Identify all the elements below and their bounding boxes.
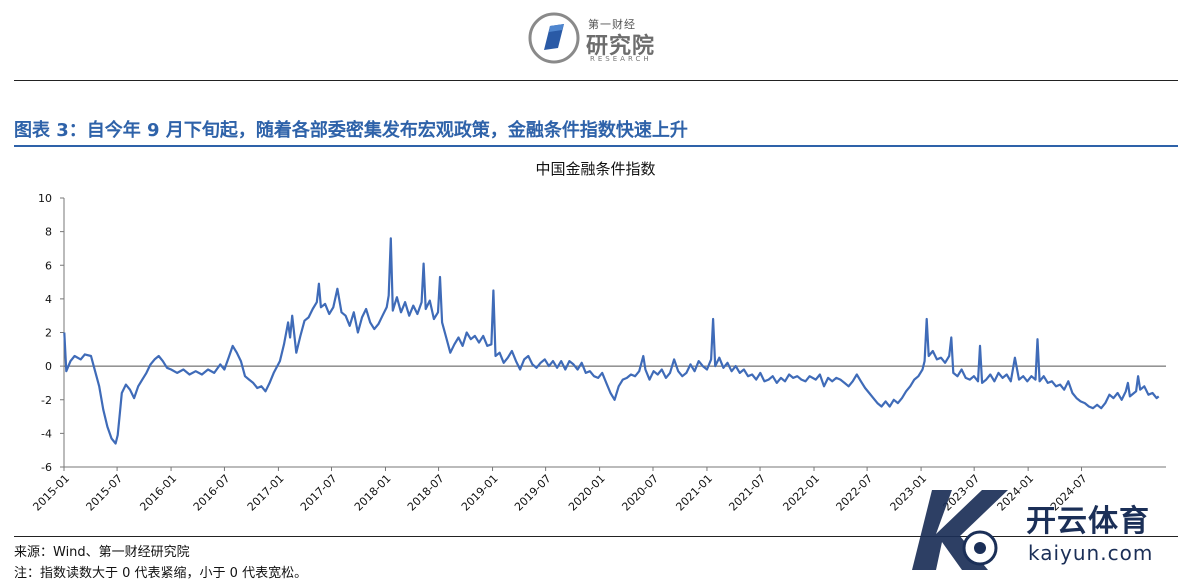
x-tick-label: 2017-07 <box>298 472 340 514</box>
x-tick-label: 2020-07 <box>619 472 661 514</box>
x-tick-label: 2019-07 <box>512 472 554 514</box>
x-tick-label: 2018-07 <box>405 472 447 514</box>
y-axis-ticks: -6 -4 -2 0 2 4 6 8 10 <box>38 192 64 474</box>
x-tick-label: 2015-01 <box>30 472 72 514</box>
header-divider <box>14 80 1178 81</box>
watermark-text: 开云体育 <box>1026 504 1150 539</box>
watermark: 开云体育 kaiyun.com <box>898 478 1188 578</box>
y-tick-label: 4 <box>45 293 52 306</box>
watermark-url: kaiyun.com <box>1028 541 1154 565</box>
explanation-note: 注：指数读数大于 0 代表紧缩，小于 0 代表宽松。 <box>14 566 308 581</box>
x-tick-label: 2016-07 <box>191 472 233 514</box>
x-tick-label: 2019-01 <box>459 472 501 514</box>
y-tick-label: -4 <box>41 427 52 440</box>
x-tick-label: 2017-01 <box>245 472 287 514</box>
chart-title: 中国金融条件指数 <box>535 160 656 178</box>
y-tick-label: 2 <box>45 327 52 340</box>
figure-title: 图表 3：自今年 9 月下旬起，随着各部委密集发布宏观政策，金融条件指数快速上升 <box>14 120 688 141</box>
chart-axes <box>63 198 1166 468</box>
y-tick-label: 0 <box>45 360 52 373</box>
x-tick-label: 2020-01 <box>566 472 608 514</box>
y-tick-label: -2 <box>41 394 52 407</box>
y-tick-label: -6 <box>41 461 52 474</box>
y-tick-label: 8 <box>45 226 52 239</box>
x-tick-label: 2021-07 <box>726 472 768 514</box>
y-tick-label: 6 <box>45 259 52 272</box>
series-group <box>63 237 1160 445</box>
footer-divider <box>14 536 1178 537</box>
watermark-k-logo-icon <box>912 490 1008 570</box>
logo-sub-text: RESEARCH <box>590 55 652 63</box>
x-tick-label: 2021-01 <box>673 472 715 514</box>
line-chart: -6 -4 -2 0 2 4 6 8 10 2015-01 2015-07 2016-01 2016-… <box>30 192 1166 514</box>
x-tick-label: 2018-01 <box>352 472 394 514</box>
x-tick-label: 2022-07 <box>834 472 876 514</box>
header-logo: 第一财经 研究院 RESEARCH <box>528 6 668 68</box>
x-tick-label: 2016-01 <box>137 472 179 514</box>
logo-small-text: 第一财经 <box>588 18 636 31</box>
series-line <box>63 237 1160 445</box>
research-institute-logo-icon <box>528 12 580 64</box>
logo-main-text: 研究院 <box>586 34 656 59</box>
source-note: 来源：Wind、第一财经研究院 <box>14 545 190 560</box>
y-tick-label: 10 <box>38 192 52 205</box>
x-tick-label: 2022-01 <box>780 472 822 514</box>
title-underline <box>14 145 1178 147</box>
x-tick-label: 2015-07 <box>84 472 126 514</box>
